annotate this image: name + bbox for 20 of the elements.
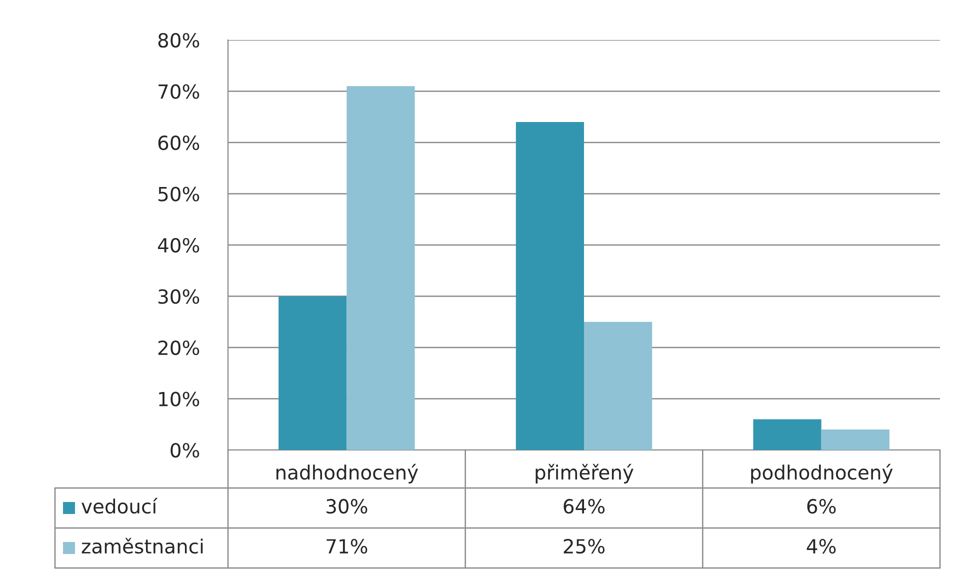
- x-tick-label: nadhodnocený: [276, 464, 418, 484]
- data-label: 71%: [326, 538, 368, 554]
- y-tick-label: 30%: [158, 289, 200, 304]
- x-tick-label: podhodnocený: [751, 464, 893, 484]
- legend-label: vedoucí: [82, 498, 158, 514]
- data-label: 30%: [326, 498, 368, 514]
- legend-label: zaměstnanci: [82, 538, 203, 554]
- y-tick-label: 50%: [158, 186, 200, 202]
- y-tick-label: 20%: [158, 340, 200, 356]
- y-tick-label: 70%: [158, 84, 200, 99]
- data-label: 4%: [806, 538, 836, 554]
- data-label: 25%: [564, 538, 605, 554]
- data-label: 6%: [807, 498, 836, 514]
- y-tick-label: 0%: [170, 442, 200, 458]
- y-tick-label: 60%: [158, 135, 200, 150]
- data-label: 64%: [564, 498, 605, 514]
- y-tick-label: 10%: [159, 392, 200, 406]
- y-tick-label: 40%: [158, 238, 200, 253]
- y-tick-label: 80%: [158, 32, 200, 48]
- x-tick-label: přiměřený: [536, 464, 634, 484]
